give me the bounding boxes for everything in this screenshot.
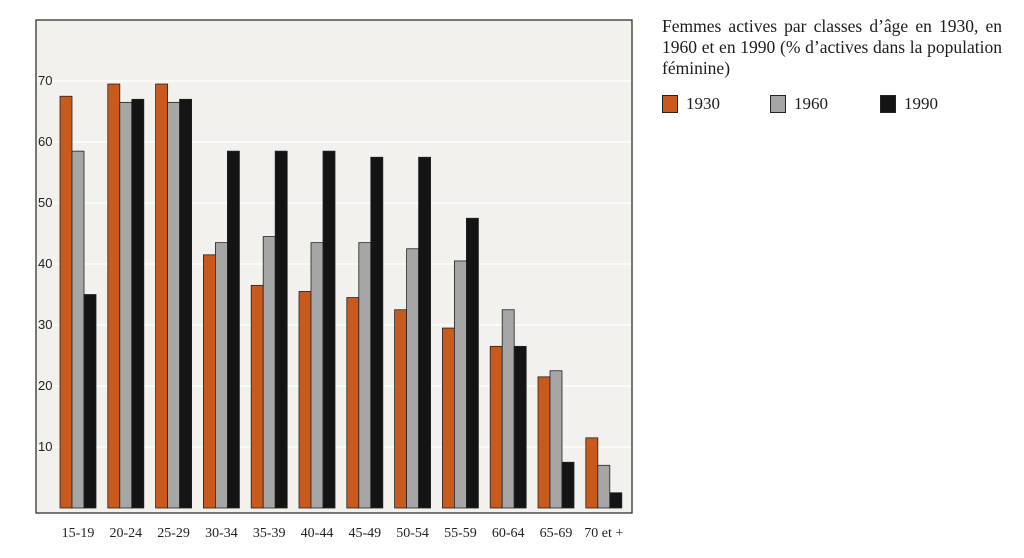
y-tick-label: 20	[38, 378, 52, 393]
x-tick-label: 20-24	[109, 526, 142, 541]
bar-1990-60-64	[513, 345, 527, 509]
bar-1990-50-54	[418, 156, 432, 509]
bar-1990-25-29	[179, 98, 193, 509]
y-tick-label: 60	[38, 134, 52, 149]
y-tick-label: 10	[38, 439, 52, 454]
bar-1930-55-59	[441, 327, 455, 509]
bar-1990-45-49	[370, 156, 384, 509]
bar-1960-50-54	[406, 248, 420, 509]
legend-swatch-1960	[770, 95, 786, 113]
bar-1930-25-29	[155, 83, 169, 509]
x-tick-label: 35-39	[253, 526, 286, 541]
y-tick-label: 30	[38, 317, 52, 332]
x-tick-label: 60-64	[492, 526, 525, 541]
bar-1930-45-49	[346, 297, 360, 509]
bar-1930-40-44	[298, 291, 312, 509]
bar-1960-35-39	[262, 236, 276, 509]
legend-label-1930: 1930	[686, 94, 720, 113]
bar-1930-70 et +	[585, 437, 599, 509]
x-tick-label: 30-34	[205, 526, 238, 541]
bar-1960-65-69	[549, 370, 563, 509]
bar-1930-20-24	[107, 83, 121, 509]
legend-item-1960: 1960	[770, 94, 828, 114]
bar-1960-70 et +	[597, 464, 611, 509]
bar-1930-30-34	[202, 254, 216, 509]
bar-1990-30-34	[226, 150, 240, 509]
x-tick-label: 50-54	[396, 526, 429, 541]
bar-1930-35-39	[250, 284, 264, 509]
bar-1990-65-69	[561, 461, 575, 509]
bar-1990-15-19	[83, 294, 97, 509]
legend-label-1960: 1960	[794, 94, 828, 113]
x-tick-label: 40-44	[301, 526, 334, 541]
bar-1930-65-69	[537, 376, 551, 509]
bar-1990-20-24	[131, 98, 145, 509]
bar-1930-60-64	[489, 345, 503, 509]
x-tick-label: 65-69	[540, 526, 573, 541]
legend-swatch-1930	[662, 95, 678, 113]
bar-1960-20-24	[119, 101, 133, 509]
bar-1960-60-64	[501, 309, 515, 509]
bar-1960-25-29	[167, 101, 181, 509]
legend-swatch-1990	[880, 95, 896, 113]
y-tick-label: 40	[38, 256, 52, 271]
x-tick-label: 55-59	[444, 526, 477, 541]
x-tick-label: 15-19	[62, 526, 95, 541]
legend-item-1930: 1930	[662, 94, 720, 114]
bar-1960-45-49	[358, 242, 372, 509]
x-tick-label: 70 et +	[584, 526, 623, 541]
legend-label-1990: 1990	[904, 94, 938, 113]
bar-1990-40-44	[322, 150, 336, 509]
bar-1990-55-59	[465, 217, 479, 509]
x-axis-ticks: 15-19 20-24 25-29 30-34 35-39 40-44 45-49 50-54…	[62, 526, 624, 541]
x-tick-label: 25-29	[157, 526, 190, 541]
bar-1990-35-39	[274, 150, 288, 509]
bars	[59, 83, 623, 509]
x-tick-label: 45-49	[348, 526, 381, 541]
legend: 1930 1960 1990	[662, 94, 1002, 118]
bar-1960-55-59	[453, 260, 467, 509]
bar-1960-30-34	[214, 242, 228, 509]
bar-1930-15-19	[59, 95, 73, 509]
bar-1930-50-54	[394, 309, 408, 509]
y-tick-label: 70	[38, 73, 52, 88]
bar-1990-70 et +	[609, 492, 623, 509]
legend-item-1990: 1990	[880, 94, 938, 114]
chart-title: Femmes actives par classes d’âge en 1930…	[662, 16, 1002, 78]
bar-1960-15-19	[71, 150, 85, 509]
y-tick-label: 50	[38, 195, 52, 210]
bar-1960-40-44	[310, 242, 324, 509]
y-axis-ticks: 10 20 30 40 50 60 70	[38, 73, 52, 454]
